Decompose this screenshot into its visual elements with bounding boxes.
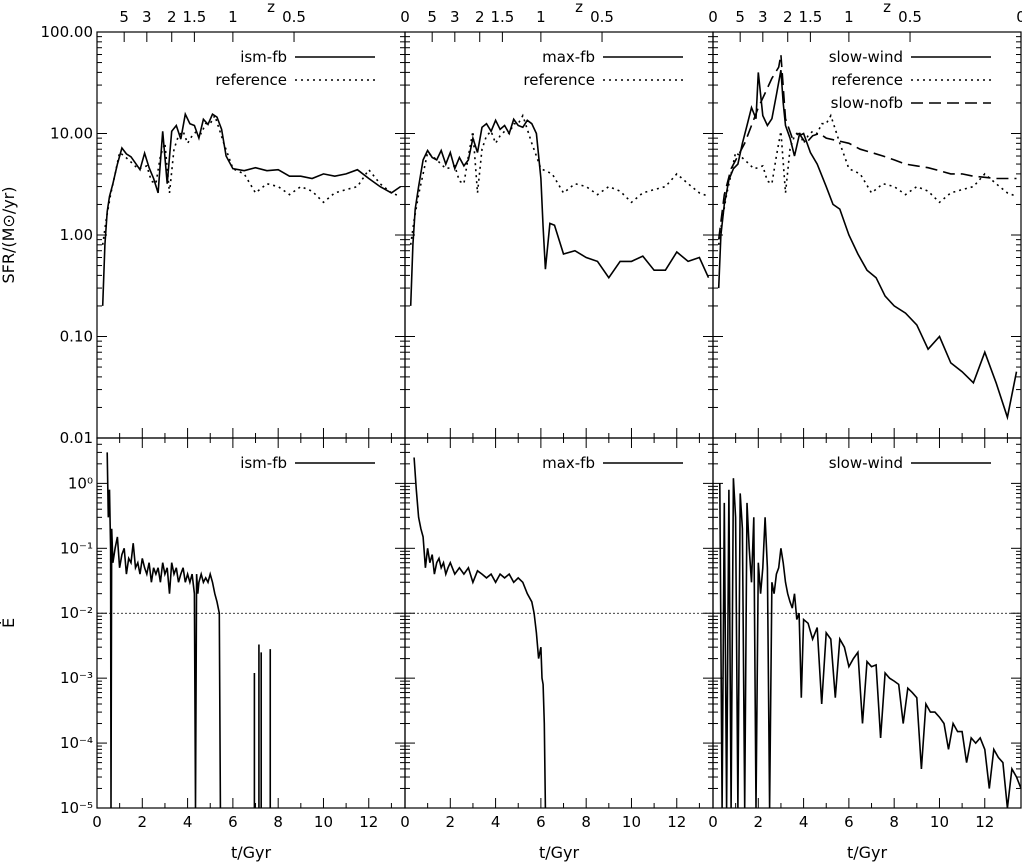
z-tick-label: 2 <box>783 8 793 26</box>
series-line <box>719 478 1022 809</box>
z-tick-label: 1.5 <box>182 8 206 26</box>
legend-label: ism-fb <box>240 48 287 66</box>
z-tick-label: 0.5 <box>898 8 922 26</box>
y-axis-title: SFR/(M⊙/yr) <box>0 187 18 284</box>
series-line <box>717 54 1017 240</box>
x-axis-title: t/Gyr <box>539 843 580 862</box>
x-tick-label: 10 <box>314 813 333 831</box>
y-tick-label: 10⁰ <box>68 474 93 492</box>
x-tick-label: 4 <box>183 813 193 831</box>
z-tick-label: 1 <box>844 8 854 26</box>
x-axis-title: t/Gyr <box>231 843 272 862</box>
y-tick-label: 10⁻³ <box>60 669 93 687</box>
series-line <box>101 113 401 245</box>
z-tick-label: 5 <box>735 8 745 26</box>
x-tick-label: 8 <box>273 813 283 831</box>
x-tick-label: 0 <box>92 813 102 831</box>
panel-frame <box>96 31 406 439</box>
legend-label: slow-wind <box>829 48 903 66</box>
x-tick-label: 6 <box>844 813 854 831</box>
y-tick-label: 100.00 <box>41 23 94 41</box>
legend-label: slow-wind <box>829 454 903 472</box>
z-tick-label: 5 <box>427 8 437 26</box>
legend-label: max-fb <box>542 48 595 66</box>
x-axis-title: t/Gyr <box>847 843 888 862</box>
z-axis-title: z <box>883 0 891 16</box>
x-tick-label: 10 <box>622 813 641 831</box>
y-tick-label: 10⁻² <box>60 604 93 622</box>
series-line <box>101 111 401 306</box>
series-line <box>409 117 710 306</box>
z-tick-label: 1 <box>228 8 238 26</box>
z-tick-label: 3 <box>758 8 768 26</box>
z-tick-label: 0 <box>708 8 718 26</box>
legend-label: reference <box>523 71 595 89</box>
panel-frame <box>712 437 1022 809</box>
legend-label: reference <box>831 71 903 89</box>
panel-top-middle: 5 3 2 1.5 1 0.5 0 z max-fb reference <box>404 0 718 439</box>
x-tick-label: 6 <box>228 813 238 831</box>
y-tick-label: 1.00 <box>60 226 93 244</box>
x-tick-label: 2 <box>446 813 456 831</box>
y-tick-label: 10.00 <box>50 125 93 143</box>
series-line <box>413 457 547 809</box>
panel-frame <box>404 437 714 809</box>
x-tick-label: 10 <box>930 813 949 831</box>
z-tick-label: 5 <box>119 8 129 26</box>
x-tick-label: 4 <box>491 813 501 831</box>
series-line <box>409 113 709 245</box>
z-axis-title: z <box>575 0 583 16</box>
z-tick-label: 0 <box>400 8 410 26</box>
y-tick-label: 0.01 <box>60 429 93 447</box>
x-tick-label: 2 <box>754 813 764 831</box>
z-axis-title: z <box>267 0 275 16</box>
z-tick-label: 2 <box>475 8 485 26</box>
series-line <box>106 452 222 809</box>
z-tick-label: 0 <box>1016 8 1022 26</box>
z-tick-label: 3 <box>450 8 460 26</box>
series-line <box>717 113 1017 245</box>
x-tick-label: 12 <box>667 813 686 831</box>
y-tick-label: 10⁻⁵ <box>60 799 93 817</box>
x-tick-label: 8 <box>889 813 899 831</box>
y-tick-label: 10⁻¹ <box>60 539 93 557</box>
x-tick-label: 0 <box>400 813 410 831</box>
panel-bottom-right: 0 2 4 6 8 10 12 t/Gyr slow-wind <box>708 437 1022 862</box>
panel-frame <box>96 437 406 809</box>
x-tick-label: 0 <box>708 813 718 831</box>
z-tick-label: 0.5 <box>590 8 614 26</box>
z-tick-label: 1.5 <box>490 8 514 26</box>
x-tick-label: 12 <box>359 813 378 831</box>
x-tick-label: 4 <box>799 813 809 831</box>
z-tick-label: 2 <box>167 8 177 26</box>
z-tick-label: 1.5 <box>798 8 822 26</box>
z-tick-label: 0.5 <box>282 8 306 26</box>
legend-label: reference <box>215 71 287 89</box>
x-tick-label: 6 <box>536 813 546 831</box>
x-tick-label: 12 <box>975 813 994 831</box>
panel-frame <box>404 31 714 439</box>
legend-label: max-fb <box>542 454 595 472</box>
x-tick-label: 2 <box>138 813 148 831</box>
y-tick-label: 0.10 <box>60 328 93 346</box>
z-tick-label: 1 <box>536 8 546 26</box>
panel-top-left: 5 3 2 1.5 1 0.5 0 z 0.01 0.10 1.00 10.00 100.00 SFR/(… <box>0 0 410 447</box>
panel-top-right: 5 3 2 1.5 1 0.5 0 z slow-wind reference slow-nofb <box>712 0 1022 439</box>
y-axis-title: Ė <box>0 618 18 628</box>
series-line <box>717 70 1018 421</box>
x-tick-label: 8 <box>581 813 591 831</box>
panel-bottom-middle: 0 2 4 6 8 10 12 t/Gyr max-fb <box>400 437 714 862</box>
y-tick-label: 10⁻⁴ <box>60 734 93 752</box>
z-tick-label: 3 <box>142 8 152 26</box>
legend-label: slow-nofb <box>831 94 903 112</box>
legend-label: ism-fb <box>240 454 287 472</box>
panel-bottom-left: 0 2 4 6 8 10 12 t/Gyr 10⁻⁵ 10⁻⁴ 10⁻³ 10⁻² 10⁻¹ 10⁰ Ėis… <box>0 437 406 862</box>
